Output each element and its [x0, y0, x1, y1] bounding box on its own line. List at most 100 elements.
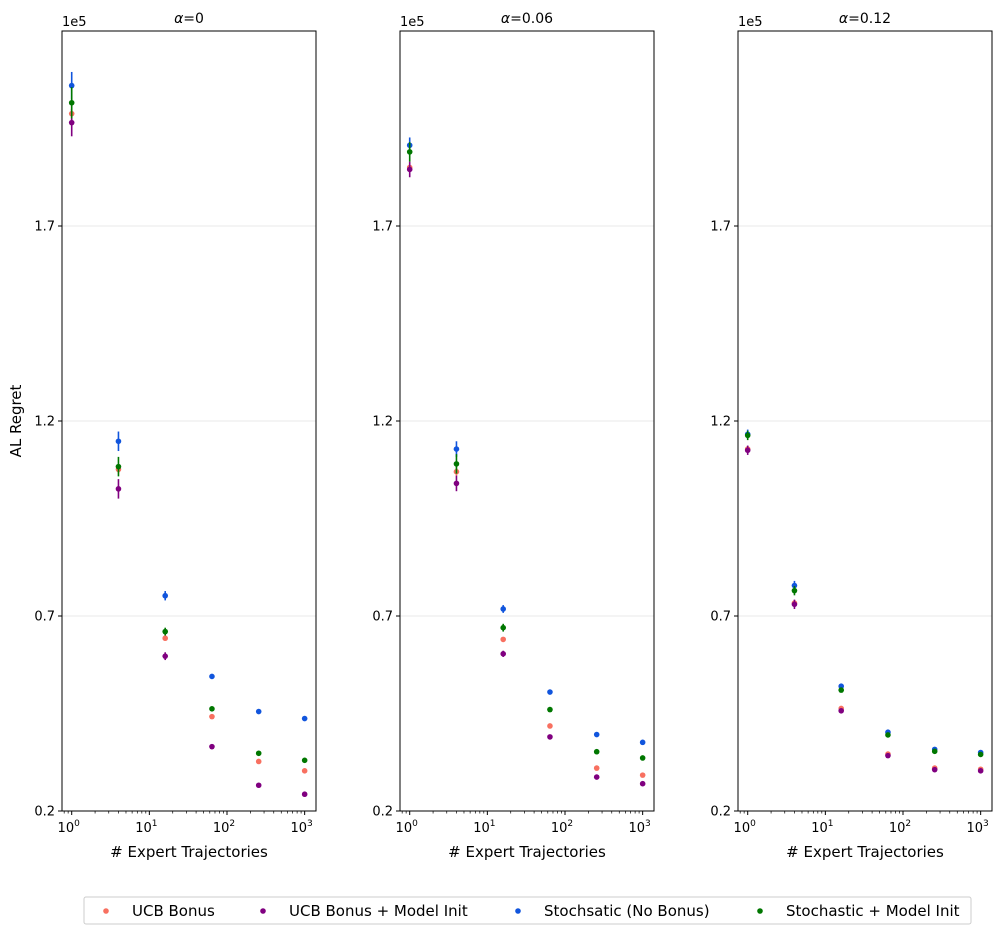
x-tick-label: 103: [291, 819, 313, 836]
data-point: [838, 687, 845, 693]
series-2: [744, 429, 984, 756]
data-point: [500, 624, 507, 631]
legend-item: Stochsatic (No Bonus): [515, 902, 710, 920]
legend-frame: [83, 896, 972, 925]
data-point: [547, 723, 553, 729]
title-value: =0.06: [510, 11, 553, 27]
data-point: [744, 447, 751, 454]
data-point: [593, 748, 600, 755]
data-point: [977, 751, 984, 758]
data-point: [406, 149, 413, 155]
series-0: [68, 105, 308, 774]
x-tick-base: 10: [811, 821, 828, 836]
data-point: [838, 683, 845, 689]
x-tick-label: 101: [811, 819, 833, 836]
x-tick-label: 102: [551, 819, 573, 836]
data-point: [162, 628, 169, 635]
data-point: [209, 713, 215, 720]
data-point: [593, 731, 600, 738]
x-tick-label: 101: [473, 819, 495, 836]
x-tick-label: 102: [889, 819, 911, 836]
data-point: [791, 601, 798, 608]
y-tick-label: 0.7: [34, 610, 55, 625]
data-point: [115, 438, 122, 445]
x-tick-base: 10: [58, 821, 75, 836]
legend-label: UCB Bonus + Model Init: [289, 902, 468, 920]
data-point: [255, 782, 262, 789]
x-axis-label: # Expert Trajectories: [786, 843, 944, 861]
data-point: [931, 766, 938, 773]
data-point: [639, 772, 646, 778]
x-tick-exponent: 2: [229, 819, 235, 829]
legend-item: Stochastic + Model Init: [757, 902, 960, 920]
legend-marker: [260, 908, 266, 914]
x-axis-label: # Expert Trajectories: [110, 843, 268, 861]
x-tick-exponent: 3: [307, 819, 313, 829]
x-tick-exponent: 3: [645, 819, 651, 829]
data-point: [453, 480, 460, 487]
data-point: [255, 758, 262, 765]
data-point: [500, 651, 507, 657]
data-point: [500, 636, 507, 643]
y-tick-label: 1.2: [710, 415, 731, 430]
data-point: [838, 707, 845, 714]
data-point: [791, 587, 798, 594]
x-tick-base: 10: [473, 821, 490, 836]
title-alpha: α: [839, 11, 849, 27]
data-point: [301, 791, 308, 798]
data-point: [885, 732, 891, 738]
y-tick-label: 0.2: [372, 805, 393, 820]
data-point: [255, 708, 262, 715]
data-point: [547, 689, 553, 695]
data-point: [500, 606, 507, 612]
panel-title: α=0.12: [839, 11, 891, 27]
data-point: [547, 734, 553, 740]
series-1: [68, 109, 308, 798]
data-point: [68, 99, 75, 106]
series-1: [744, 445, 984, 774]
x-tick-label: 100: [58, 819, 81, 836]
x-tick-base: 10: [734, 821, 751, 836]
data-point: [931, 748, 938, 755]
series-0: [406, 163, 646, 778]
x-tick-base: 10: [629, 821, 646, 836]
x-tick-base: 10: [889, 821, 906, 836]
title-value: =0: [183, 11, 204, 27]
series-3: [744, 430, 984, 758]
data-point: [255, 750, 262, 757]
y-tick-label: 0.7: [372, 610, 393, 625]
x-tick-exponent: 2: [567, 819, 573, 829]
data-point: [209, 706, 215, 712]
title-value: =0.12: [848, 11, 891, 27]
x-tick-base: 10: [551, 821, 568, 836]
x-tick-label: 100: [396, 819, 419, 836]
data-point: [977, 768, 984, 774]
data-point: [639, 739, 646, 746]
data-point: [639, 780, 646, 787]
data-point: [453, 461, 460, 467]
title-alpha: α: [174, 11, 184, 27]
x-tick-base: 10: [135, 821, 152, 836]
y-tick-label: 0.7: [710, 610, 731, 625]
panel-title: α=0: [174, 11, 204, 27]
y-tick-label: 1.7: [34, 220, 55, 235]
y-axis-label: AL Regret: [7, 384, 25, 457]
series-3: [68, 87, 308, 764]
x-tick-exponent: 2: [905, 819, 911, 829]
legend-marker: [515, 908, 521, 914]
legend-label: Stochastic + Model Init: [786, 902, 960, 920]
data-point: [301, 715, 308, 722]
panel-title: α=0.06: [501, 11, 553, 27]
x-tick-exponent: 1: [152, 819, 158, 829]
data-point: [115, 486, 122, 492]
legend-item: UCB Bonus: [103, 902, 215, 920]
legend-label: UCB Bonus: [132, 902, 215, 920]
x-tick-label: 103: [967, 819, 989, 836]
x-tick-base: 10: [291, 821, 308, 836]
y-tick-label: 1.2: [372, 415, 393, 430]
data-point: [406, 166, 413, 173]
